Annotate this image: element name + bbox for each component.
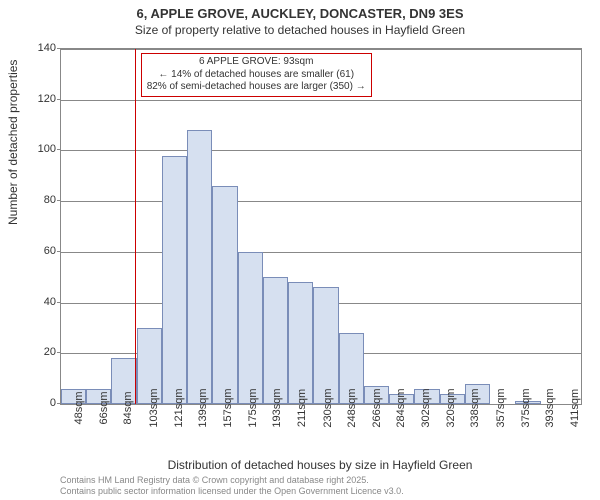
y-tick-mark bbox=[57, 149, 60, 150]
annotation-line-2: ← 14% of detached houses are smaller (61… bbox=[147, 69, 366, 82]
histogram-bar bbox=[187, 130, 212, 404]
x-tick-label: 266sqm bbox=[371, 388, 383, 427]
y-tick-mark bbox=[57, 200, 60, 201]
x-tick-label: 357sqm bbox=[495, 388, 507, 427]
annotation-callout: 6 APPLE GROVE: 93sqm← 14% of detached ho… bbox=[141, 53, 372, 97]
y-tick-label: 60 bbox=[44, 245, 56, 257]
y-tick-mark bbox=[57, 352, 60, 353]
y-tick-label: 40 bbox=[44, 296, 56, 308]
y-tick-label: 0 bbox=[50, 397, 56, 409]
x-tick-label: 338sqm bbox=[469, 388, 481, 427]
y-tick-label: 80 bbox=[44, 194, 56, 206]
histogram-bar bbox=[162, 156, 187, 405]
annotation-line-3: 82% of semi-detached houses are larger (… bbox=[147, 81, 366, 94]
x-tick-label: 230sqm bbox=[322, 388, 334, 427]
annotation-line-1: 6 APPLE GROVE: 93sqm bbox=[147, 56, 366, 69]
y-tick-mark bbox=[57, 251, 60, 252]
grid-line bbox=[61, 252, 581, 253]
y-tick-mark bbox=[57, 99, 60, 100]
y-tick-label: 140 bbox=[38, 42, 56, 54]
grid-line bbox=[61, 49, 581, 50]
x-tick-label: 320sqm bbox=[445, 388, 457, 427]
x-tick-label: 121sqm bbox=[173, 388, 185, 427]
histogram-bar bbox=[288, 282, 313, 404]
histogram-bar bbox=[263, 277, 288, 404]
reference-marker-line bbox=[135, 49, 136, 404]
y-tick-mark bbox=[57, 302, 60, 303]
y-tick-label: 100 bbox=[38, 143, 56, 155]
grid-line bbox=[61, 100, 581, 101]
histogram-bar bbox=[313, 287, 338, 404]
y-axis-label: Number of detached properties bbox=[6, 60, 20, 225]
y-tick-label: 120 bbox=[38, 93, 56, 105]
x-tick-label: 175sqm bbox=[247, 388, 259, 427]
x-tick-label: 248sqm bbox=[346, 388, 358, 427]
x-tick-label: 84sqm bbox=[122, 391, 134, 424]
x-tick-label: 375sqm bbox=[520, 388, 532, 427]
plot-area: 48sqm66sqm84sqm103sqm121sqm139sqm157sqm1… bbox=[60, 48, 582, 405]
x-tick-label: 48sqm bbox=[73, 391, 85, 424]
footer-line-2: Contains public sector information licen… bbox=[60, 486, 404, 497]
x-tick-label: 302sqm bbox=[420, 388, 432, 427]
x-tick-label: 284sqm bbox=[395, 388, 407, 427]
x-axis-label: Distribution of detached houses by size … bbox=[60, 458, 580, 472]
chart-subtitle: Size of property relative to detached ho… bbox=[0, 21, 600, 43]
x-tick-label: 66sqm bbox=[98, 391, 110, 424]
x-tick-label: 157sqm bbox=[222, 388, 234, 427]
y-tick-mark bbox=[57, 403, 60, 404]
x-tick-label: 211sqm bbox=[296, 389, 308, 427]
y-tick-mark bbox=[57, 48, 60, 49]
histogram-bar bbox=[238, 252, 263, 404]
footer-line-1: Contains HM Land Registry data © Crown c… bbox=[60, 475, 404, 486]
x-tick-label: 103sqm bbox=[148, 388, 160, 427]
grid-line bbox=[61, 201, 581, 202]
chart-title: 6, APPLE GROVE, AUCKLEY, DONCASTER, DN9 … bbox=[0, 0, 600, 21]
grid-line bbox=[61, 150, 581, 151]
x-tick-label: 193sqm bbox=[271, 388, 283, 427]
histogram-bar bbox=[212, 186, 237, 404]
x-tick-label: 393sqm bbox=[544, 388, 556, 427]
chart-container: 6, APPLE GROVE, AUCKLEY, DONCASTER, DN9 … bbox=[0, 0, 600, 500]
y-tick-label: 20 bbox=[44, 346, 56, 358]
footer-attribution: Contains HM Land Registry data © Crown c… bbox=[60, 475, 404, 497]
x-tick-label: 411sqm bbox=[569, 389, 581, 427]
x-tick-label: 139sqm bbox=[197, 388, 209, 427]
